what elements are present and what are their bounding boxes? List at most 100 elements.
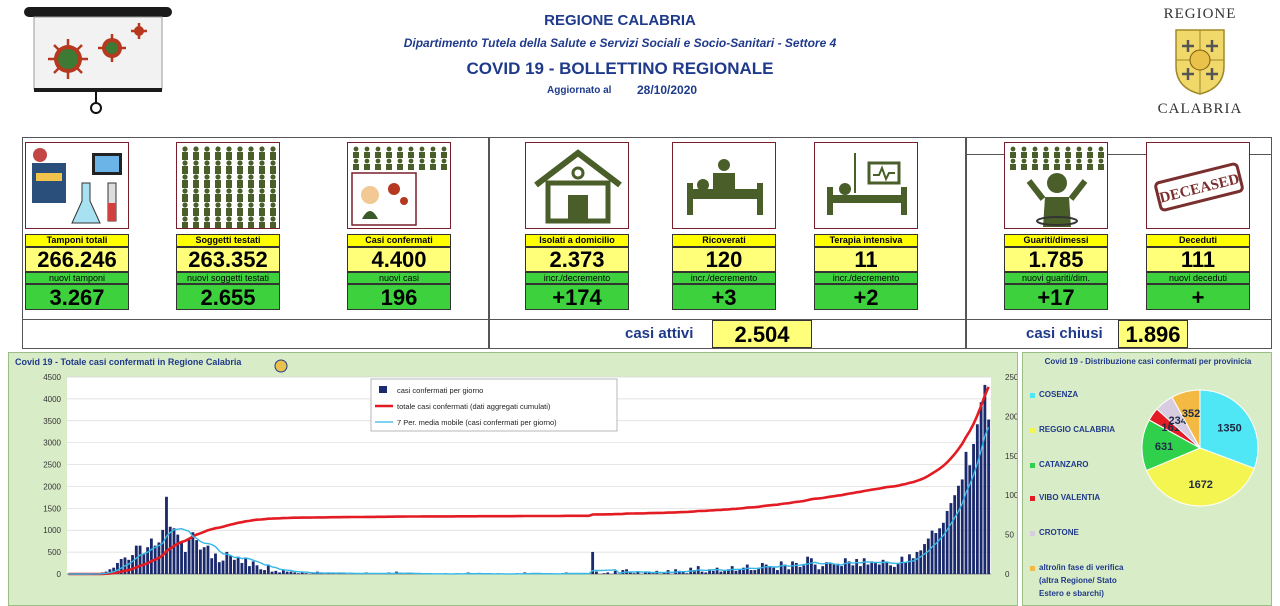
- person-body: [248, 180, 254, 188]
- chart-legend: casi confermati per giorno totale casi co…: [370, 378, 618, 432]
- person-body: [215, 180, 221, 188]
- daily-cases-bar: [968, 465, 972, 574]
- daily-cases-bar: [734, 570, 738, 574]
- cumulative-line: [68, 386, 990, 576]
- person-body: [1043, 152, 1049, 158]
- recovered-person-icon: [1004, 142, 1108, 229]
- pie-slice-label: 631: [1155, 441, 1173, 453]
- daily-cases-bar: [930, 530, 934, 574]
- daily-cases-bar: [938, 528, 942, 574]
- person-figure: [226, 202, 232, 208]
- province-pie-panel: Covid 19 - Distribuzione casi confermati…: [1022, 352, 1272, 606]
- person-body: [237, 208, 243, 216]
- person-body: [204, 152, 210, 160]
- region-logo: REGIONE CALABRIA: [1150, 6, 1250, 121]
- person-body: [1054, 152, 1060, 158]
- daily-cases-bar: [843, 558, 847, 574]
- daily-cases-bar: [229, 555, 232, 574]
- pie-slice-label: 1672: [1188, 479, 1212, 491]
- person-body: [237, 180, 243, 188]
- daily-cases-bar: [817, 569, 821, 574]
- daily-cases-bar: [904, 562, 908, 574]
- person-figure: [1054, 158, 1060, 164]
- left-tick-label: 0: [57, 570, 62, 579]
- right-tick-label: 150: [1005, 452, 1017, 461]
- person-figure: [1098, 146, 1104, 152]
- daily-cases-bar: [776, 570, 779, 574]
- person-body: [270, 194, 276, 202]
- daily-cases-bar: [199, 549, 202, 574]
- person-figure: [270, 174, 276, 180]
- daily-cases-bar: [240, 562, 244, 574]
- person-body: [1076, 164, 1082, 170]
- person-body: [237, 194, 243, 202]
- chart-title: Covid 19 - Totale casi confermati in Reg…: [15, 357, 242, 367]
- daily-cases-bar: [217, 562, 221, 574]
- card-sub-label: nuovi deceduti: [1146, 272, 1250, 284]
- card-value: 1.785: [1004, 247, 1108, 272]
- daily-cases-bar: [116, 562, 119, 574]
- region-badge-icon: [274, 359, 288, 373]
- daily-cases-bar: [176, 534, 180, 574]
- legend-cosenza: COSENZA: [1039, 390, 1079, 399]
- active-cases-value: 2.504: [712, 320, 812, 348]
- person-figure: [430, 158, 436, 164]
- logo-bottom-text: CALABRIA: [1157, 101, 1243, 117]
- person-body: [1076, 152, 1082, 158]
- person-figure: [1021, 146, 1027, 152]
- person-figure: [193, 146, 199, 152]
- legend-box: [370, 378, 618, 432]
- card-sub-value: +2: [814, 284, 918, 310]
- person-body: [237, 152, 243, 160]
- person-figure: [1065, 158, 1071, 164]
- daily-cases-bar: [730, 566, 734, 574]
- legend-swatch-vibo: [1030, 496, 1035, 501]
- daily-cases-bar: [602, 573, 606, 574]
- daily-cases-bar: [809, 558, 813, 574]
- person-body: [182, 166, 188, 174]
- card-value: 11: [814, 247, 918, 272]
- person-figure: [248, 216, 254, 222]
- person-figure: [237, 216, 243, 222]
- card-sub-label: incr./decremento: [814, 272, 918, 284]
- person-figure: [1076, 158, 1082, 164]
- card-sub-value: 3.267: [25, 284, 129, 310]
- card-label: Ricoverati: [672, 234, 776, 247]
- person-body: [1021, 164, 1027, 170]
- daily-cases-bar: [685, 573, 689, 574]
- daily-cases-bar: [595, 571, 598, 574]
- person-figure: [1010, 146, 1016, 152]
- daily-cases-bar: [768, 566, 772, 574]
- person-figure: [215, 188, 221, 194]
- daily-cases-bar: [719, 571, 723, 574]
- bulletin-title: COVID 19 - BOLLETTINO REGIONALE: [466, 59, 774, 78]
- person-figure: [237, 160, 243, 166]
- daily-cases-bar: [862, 558, 866, 574]
- person-figure: [182, 202, 188, 208]
- infected-people-icon: [347, 142, 451, 229]
- panel-divider: [22, 319, 1272, 320]
- person-figure: [182, 216, 188, 222]
- person-body: [1087, 164, 1093, 170]
- person-body: [1098, 152, 1104, 158]
- person-body: [193, 152, 199, 160]
- daily-cases-bar: [821, 566, 825, 574]
- person-figure: [419, 146, 425, 152]
- daily-cases-bar: [859, 566, 862, 574]
- cases-chart: 0 500 1000 1500 2000 2500 3000 3500 4000 4500 0 50 1…: [43, 359, 1017, 579]
- legend-reggio: REGGIO CALABRIA: [1039, 425, 1115, 434]
- person-figure: [226, 174, 232, 180]
- daily-cases-bar: [259, 569, 263, 574]
- left-tick-label: 2000: [43, 482, 61, 491]
- person-body: [182, 194, 188, 202]
- person-body: [270, 208, 276, 216]
- legend-vibo: VIBO VALENTIA: [1039, 493, 1101, 502]
- person-figure: [237, 146, 243, 152]
- person-figure: [204, 146, 210, 152]
- person-figure: [193, 174, 199, 180]
- legend-swatch-catanzaro: [1030, 463, 1035, 468]
- daily-cases-bar: [870, 561, 874, 574]
- pie-slice: [1145, 447, 1255, 507]
- card-sub-value: +17: [1004, 284, 1108, 310]
